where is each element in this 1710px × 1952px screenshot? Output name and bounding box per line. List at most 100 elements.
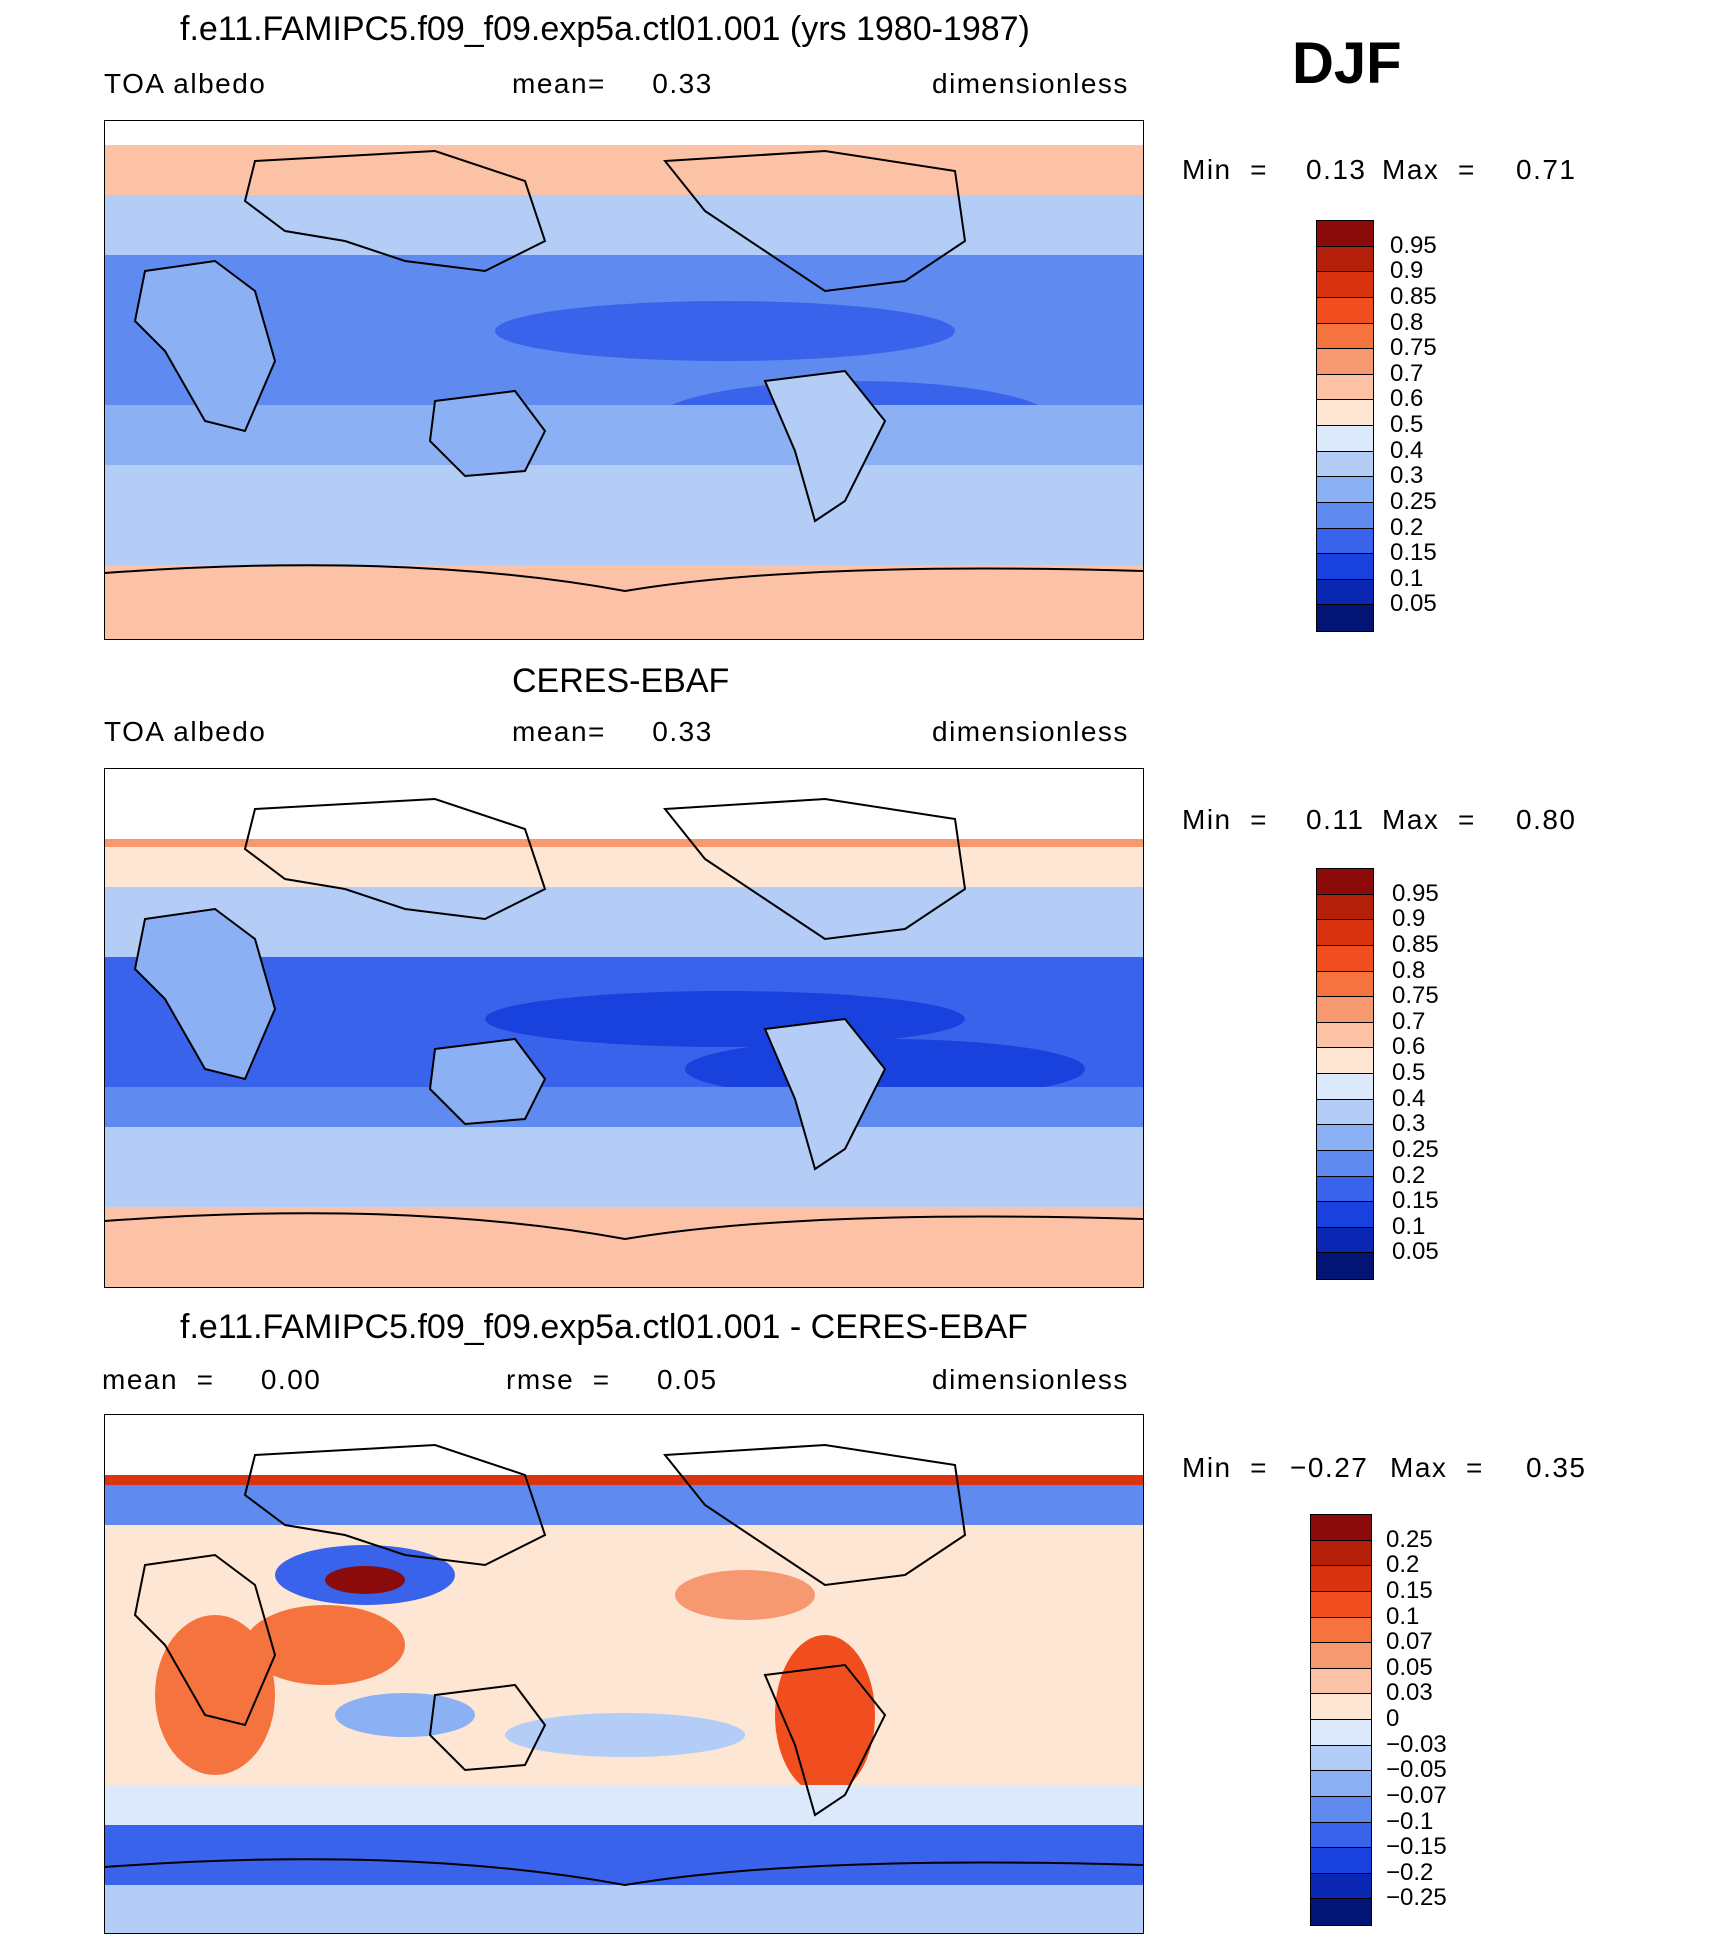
panel-diff-mean-label: mean = 0.00 <box>102 1364 322 1395</box>
panel-obs-max-label: Max = <box>1382 804 1476 835</box>
colorbar-tick-label: 0.2 <box>1392 1161 1426 1189</box>
colorbar-segment <box>1317 323 1373 350</box>
panel-diff-title: f.e11.FAMIPC5.f09_f09.exp5a.ctl01.001 - … <box>180 1308 1028 1346</box>
colorbar-segment <box>1317 400 1373 426</box>
colorbar-segment <box>1311 1873 1371 1900</box>
colorbar-tick-label: −0.15 <box>1386 1833 1447 1861</box>
panel-diff-units-label: dimensionless <box>932 1364 1129 1395</box>
colorbar-segment <box>1317 297 1373 324</box>
colorbar-tick-label: 0.5 <box>1390 411 1424 438</box>
colorbar-tick-label: 0.7 <box>1392 1007 1426 1035</box>
colorbar-tick-label: 0.25 <box>1386 1525 1433 1553</box>
colorbar-tick-label: 0.03 <box>1386 1679 1433 1707</box>
panel-obs-min-label: Min = <box>1182 804 1269 835</box>
colorbar-segment <box>1311 1720 1371 1746</box>
colorbar-segment <box>1317 894 1373 921</box>
colorbar-segment <box>1317 502 1373 529</box>
colorbar-segment <box>1311 1515 1371 1541</box>
colorbar-tick-label: 0.2 <box>1386 1551 1420 1579</box>
colorbar-segment <box>1317 579 1373 606</box>
colorbar-tick-label: 0.07 <box>1386 1628 1433 1656</box>
colorbar-tick-label: 0.6 <box>1392 1033 1426 1061</box>
panel-obs-colorbar <box>1316 868 1374 1280</box>
colorbar-tick-label: 0.2 <box>1390 513 1424 541</box>
colorbar-segment <box>1311 1668 1371 1695</box>
panel-model-min-value: 0.13 <box>1306 154 1367 185</box>
colorbar-segment <box>1311 1591 1371 1618</box>
colorbar-tick-label: 0.9 <box>1390 257 1424 285</box>
panel-obs-left-label: TOA albedo <box>104 716 267 747</box>
colorbar-tick-label: 0.4 <box>1392 1084 1426 1112</box>
colorbar-segment <box>1311 1796 1371 1823</box>
colorbar-segment <box>1317 1074 1373 1100</box>
colorbar-segment <box>1311 1540 1371 1567</box>
colorbar-tick-label: 0.95 <box>1390 231 1437 259</box>
colorbar-segment <box>1317 374 1373 401</box>
panel-obs-map-svg <box>105 769 1143 1287</box>
colorbar-tick-label: 0.8 <box>1392 956 1426 984</box>
colorbar-segment <box>1317 1022 1373 1049</box>
colorbar-segment <box>1317 554 1373 580</box>
colorbar-segment <box>1317 1202 1373 1228</box>
colorbar-tick-label: 0.1 <box>1390 564 1424 592</box>
colorbar-segment <box>1317 869 1373 895</box>
panel-model-units-label: dimensionless <box>932 68 1129 99</box>
colorbar-tick-label: 0.15 <box>1390 539 1437 567</box>
colorbar-tick-label: 0.25 <box>1390 487 1437 515</box>
colorbar-segment <box>1311 1617 1371 1644</box>
panel-diff-map <box>104 1414 1144 1934</box>
colorbar-tick-label: −0.03 <box>1386 1730 1447 1758</box>
panel-model-colorbar <box>1316 220 1374 632</box>
colorbar-segment <box>1317 971 1373 998</box>
colorbar-tick-label: 0.05 <box>1386 1653 1433 1681</box>
colorbar-tick-label: 0.1 <box>1386 1602 1420 1630</box>
colorbar-tick-label: 0.9 <box>1392 905 1426 933</box>
colorbar-segment <box>1317 1099 1373 1126</box>
panel-diff-min-label: Min = <box>1182 1452 1269 1483</box>
colorbar-segment <box>1311 1848 1371 1874</box>
colorbar-tick-label: 0.15 <box>1386 1576 1433 1604</box>
colorbar-tick-label: 0.5 <box>1392 1059 1426 1086</box>
colorbar-tick-label: 0.4 <box>1390 436 1424 464</box>
colorbar-tick-label: 0.6 <box>1390 385 1424 413</box>
panel-diff-max-label: Max = <box>1390 1452 1484 1483</box>
colorbar-segment <box>1311 1643 1371 1669</box>
colorbar-segment <box>1311 1694 1371 1720</box>
panel-model-map-svg <box>105 121 1143 639</box>
colorbar-tick-label: 0.85 <box>1390 282 1437 310</box>
colorbar-tick-label: 0.15 <box>1392 1187 1439 1215</box>
colorbar-tick-label: 0 <box>1386 1705 1400 1732</box>
colorbar-tick-label: 0.7 <box>1390 359 1424 387</box>
panel-model-map <box>104 120 1144 640</box>
colorbar-segment <box>1317 1048 1373 1074</box>
colorbar-tick-label: 0.8 <box>1390 308 1424 336</box>
colorbar-segment <box>1317 1176 1373 1203</box>
colorbar-tick-label: 0.75 <box>1390 334 1437 362</box>
colorbar-tick-label: 0.1 <box>1392 1212 1426 1240</box>
colorbar-tick-label: −0.07 <box>1386 1781 1447 1809</box>
colorbar-segment <box>1317 451 1373 478</box>
colorbar-tick-label: 0.75 <box>1392 982 1439 1010</box>
panel-diff-rmse-label: rmse = 0.05 <box>506 1364 718 1395</box>
panel-model-title: f.e11.FAMIPC5.f09_f09.exp5a.ctl01.001 (y… <box>180 10 1030 48</box>
colorbar-segment <box>1317 1227 1373 1254</box>
colorbar-segment <box>1311 1771 1371 1797</box>
colorbar-segment <box>1317 272 1373 298</box>
colorbar-segment <box>1317 477 1373 503</box>
panel-diff-max-value: 0.35 <box>1526 1452 1587 1483</box>
colorbar-segment <box>1317 920 1373 946</box>
colorbar-segment <box>1317 349 1373 375</box>
panel-diff-colorbar <box>1310 1514 1372 1926</box>
colorbar-segment <box>1317 1253 1373 1279</box>
panel-model-max-label: Max = <box>1382 154 1476 185</box>
colorbar-segment <box>1317 246 1373 273</box>
colorbar-segment <box>1317 426 1373 452</box>
panel-diff-map-svg <box>105 1415 1143 1933</box>
panel-model-max-value: 0.71 <box>1516 154 1577 185</box>
colorbar-tick-label: −0.05 <box>1386 1756 1447 1784</box>
colorbar-tick-label: 0.3 <box>1390 462 1424 490</box>
panel-obs-map <box>104 768 1144 1288</box>
colorbar-segment <box>1311 1566 1371 1592</box>
colorbar-tick-label: 0.25 <box>1392 1135 1439 1163</box>
colorbar-segment <box>1317 221 1373 247</box>
